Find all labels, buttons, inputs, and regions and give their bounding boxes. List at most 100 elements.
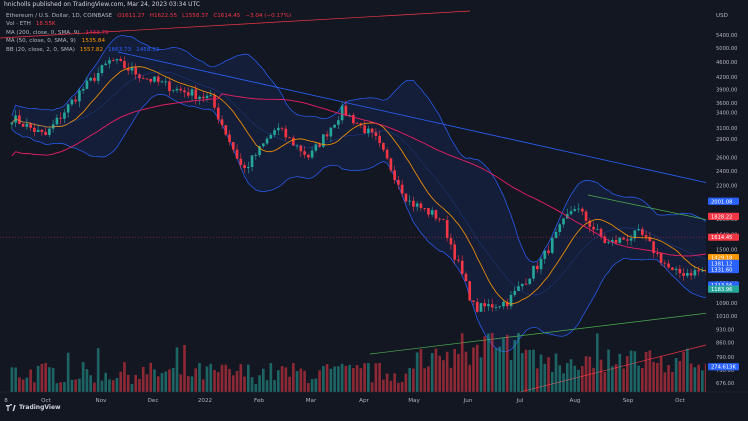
candle-body xyxy=(697,270,700,272)
candle-body xyxy=(246,167,250,169)
candle-body xyxy=(261,143,265,147)
volume-bar xyxy=(14,367,17,392)
candle-body xyxy=(254,155,258,156)
volume-bar xyxy=(678,361,682,392)
symbol-title: Ethereum / U.S. Dollar, 1D, COINBASE xyxy=(6,13,113,19)
volume-bar xyxy=(423,368,426,392)
volume-bar xyxy=(344,365,348,392)
volume-bar xyxy=(378,362,381,392)
candle-body xyxy=(415,203,419,207)
volume-bar xyxy=(577,369,580,392)
volume-bar xyxy=(21,379,25,392)
candle-body xyxy=(164,81,168,83)
volume-bar xyxy=(258,375,261,392)
candle-body xyxy=(607,242,610,244)
volume-bar xyxy=(355,365,359,392)
ohlc-high: H1622.55 xyxy=(149,13,178,19)
moving-averages xyxy=(11,66,707,305)
candle-body xyxy=(423,208,426,209)
volume-bar xyxy=(547,357,550,392)
volume-bar xyxy=(149,362,153,392)
publish-header: hnicholls published on TradingView.com, … xyxy=(4,1,201,8)
volume-bar xyxy=(265,380,269,392)
trend-lines xyxy=(0,10,709,393)
volume-bar xyxy=(153,369,156,392)
volume-bar xyxy=(340,363,344,392)
candle-body xyxy=(412,200,415,207)
candle-body xyxy=(382,143,385,150)
volume-bar xyxy=(622,368,625,392)
candle-body xyxy=(460,260,464,274)
volume-bar xyxy=(33,382,36,392)
candle-body xyxy=(277,127,280,131)
price-badge xyxy=(708,259,739,267)
volume-bar xyxy=(10,367,14,392)
candle-body xyxy=(483,303,487,307)
price-badge xyxy=(708,254,739,262)
time-tick-label: Sep xyxy=(623,398,634,404)
candle-body xyxy=(472,300,475,302)
volume-bar xyxy=(453,348,457,392)
volume-bar xyxy=(494,348,498,392)
candle-body xyxy=(149,78,153,82)
candle-body xyxy=(573,209,577,212)
candle-body xyxy=(179,88,183,91)
candle-body xyxy=(487,304,490,307)
candle-body xyxy=(209,95,213,97)
candle-body xyxy=(682,273,685,276)
price-badge xyxy=(708,363,739,371)
volume-bar xyxy=(464,351,468,392)
volume-bar xyxy=(156,376,160,392)
volume-bar xyxy=(524,349,528,392)
volume-bar xyxy=(329,368,333,392)
candle-body xyxy=(123,60,126,69)
volume-bar xyxy=(648,350,652,392)
candle-body xyxy=(550,238,554,253)
volume-bar xyxy=(295,371,299,392)
legend-symbol-row: Ethereum / U.S. Dollar, 1D, COINBASE O16… xyxy=(6,12,291,20)
volume-bar xyxy=(509,359,513,392)
candle-body xyxy=(111,60,115,62)
bb-lower-value: 1458.12 xyxy=(136,46,160,53)
volume-bar xyxy=(419,349,423,392)
bb-fill xyxy=(11,35,707,352)
price-axis[interactable]: USD 5400.00 5000.00 4600.00 4200.00 3900.00 36… xyxy=(0,0,748,397)
volume-bar xyxy=(201,379,205,392)
volume-bar xyxy=(539,354,543,392)
volume-bar xyxy=(59,382,62,392)
price-badge-label: 1331.60 xyxy=(711,267,732,273)
candle-body xyxy=(656,253,659,254)
volume-bar xyxy=(693,367,697,392)
ma50-label: MA (50, close, 0, SMA, 9) xyxy=(6,38,76,45)
candle-body xyxy=(637,229,640,231)
volume-bar xyxy=(389,380,393,392)
volume-bar xyxy=(138,378,141,392)
volume-bar xyxy=(554,353,558,392)
volume-bar xyxy=(659,356,663,392)
volume-bar xyxy=(100,380,104,392)
volume-bar xyxy=(213,370,216,392)
volume-bar xyxy=(644,351,648,392)
price-tick-label: 676.00 xyxy=(716,381,734,387)
time-axis[interactable]: 8 Oct Nov Dec 2022 Feb Mar Apr May Jun Jul Aug Sep Oc… xyxy=(0,391,748,404)
price-tick-label: 3400.00 xyxy=(716,110,737,116)
volume-bar xyxy=(442,360,445,392)
volume-bar xyxy=(701,370,704,392)
time-tick-label: Aug xyxy=(570,398,581,404)
candle-body xyxy=(509,294,513,307)
volume-bar xyxy=(656,362,659,392)
volume-bar xyxy=(224,364,228,392)
volume-bar xyxy=(66,352,70,392)
volume-bar xyxy=(682,351,685,392)
candle-body xyxy=(299,145,303,152)
candle-body xyxy=(367,128,370,134)
candle-body xyxy=(250,155,254,168)
time-tick-label: 2022 xyxy=(198,398,212,404)
price-tick-label: 4600.00 xyxy=(716,60,737,66)
price-tick-label: 2200.00 xyxy=(716,183,737,189)
candle-body xyxy=(160,81,164,83)
time-tick-label: May xyxy=(408,398,420,404)
volume-bar xyxy=(250,377,254,392)
volume-bar xyxy=(363,363,366,392)
